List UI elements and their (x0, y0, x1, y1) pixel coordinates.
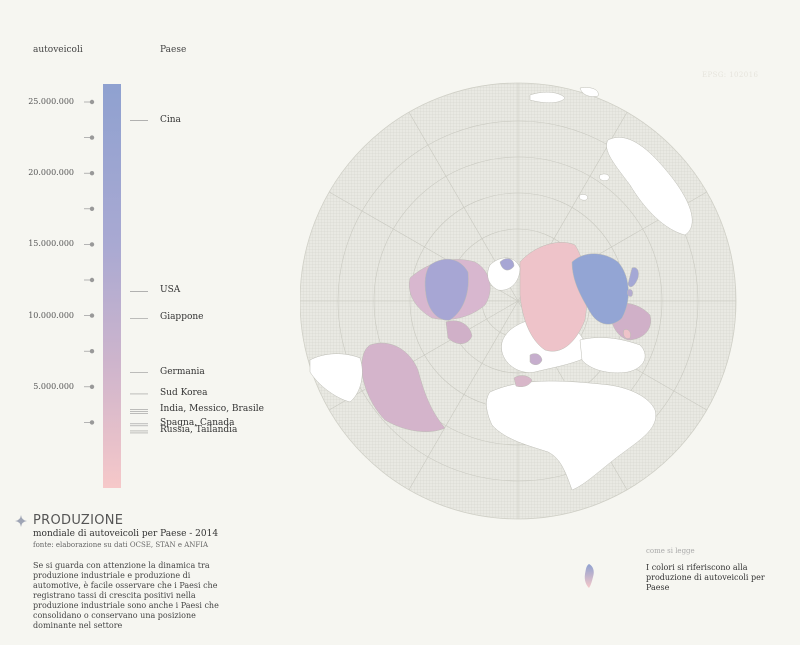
south-america-west-shape (309, 353, 363, 403)
scale-tick-label: 5.000.000 (33, 381, 74, 391)
brazil-shape (361, 342, 446, 432)
country-label: USA (160, 285, 181, 296)
africa-shape (486, 380, 657, 491)
scale-tick-dot (89, 206, 95, 211)
legend-title: come si legge (646, 547, 695, 555)
country-label: Cina (160, 114, 181, 125)
scale-tick-dot (89, 277, 95, 283)
japan-shape (627, 267, 639, 288)
scale-tick-dot (89, 349, 95, 354)
usa-shape (424, 258, 469, 321)
meridian-line (407, 300, 519, 492)
scale-tick-label: 10.000.000 (28, 310, 74, 320)
middle-east-shape (579, 337, 646, 374)
germany-shape (529, 353, 543, 365)
data-source: fonte: elaborazione su dati OCSE, STAN e… (33, 541, 209, 549)
country-label: India, Messico, Brasile (160, 403, 264, 414)
meridian-line (327, 300, 519, 412)
scale-tick-dot (89, 99, 95, 105)
spain-shape (513, 375, 533, 387)
scale-ticks-layer (84, 99, 148, 434)
scale-tick-dot (89, 171, 95, 176)
scale-tick-label: 15.000.000 (28, 239, 74, 249)
mexico-shape (445, 320, 473, 344)
star-icon (15, 515, 27, 527)
page-title: PRODUZIONE (33, 513, 124, 528)
korea-shape (627, 289, 633, 297)
scale-tick-dot (89, 384, 95, 389)
australia-shape (606, 137, 693, 236)
description-text: Se si guarda con attenzione la dinamica … (33, 561, 219, 630)
scale-tick-label: 20.000.000 (28, 168, 74, 178)
country-label: Spagna, Canada (160, 417, 235, 428)
world-map (300, 82, 737, 520)
legend-swatch-icon (584, 564, 594, 588)
country-label: Giappone (160, 312, 204, 323)
color-scale-bar (103, 84, 121, 488)
country-header: Paese (160, 45, 187, 55)
scale-tick-dot (89, 135, 95, 140)
russia-shape (519, 242, 588, 352)
country-label: Germania (160, 366, 205, 377)
scale-tick-label: 25.000.000 (28, 97, 74, 106)
country-label: Sud Korea (160, 387, 208, 398)
thailand-shape (623, 329, 631, 339)
antarctica-fragment (529, 91, 566, 103)
legend-text: I colori si riferiscono alla produzione … (646, 563, 765, 592)
scale-tick-dot (89, 420, 95, 425)
scale-tick-dot (89, 242, 95, 247)
projection-label: EPSG: 102016 (702, 71, 759, 79)
china-shape (571, 253, 629, 325)
country-label: Russia, Tailandia (160, 424, 238, 435)
scale-tick-dot (89, 313, 95, 318)
page-subtitle: mondiale di autoveicoli per Paese - 2014 (33, 529, 219, 539)
scale-header: autoveicoli (33, 45, 83, 55)
